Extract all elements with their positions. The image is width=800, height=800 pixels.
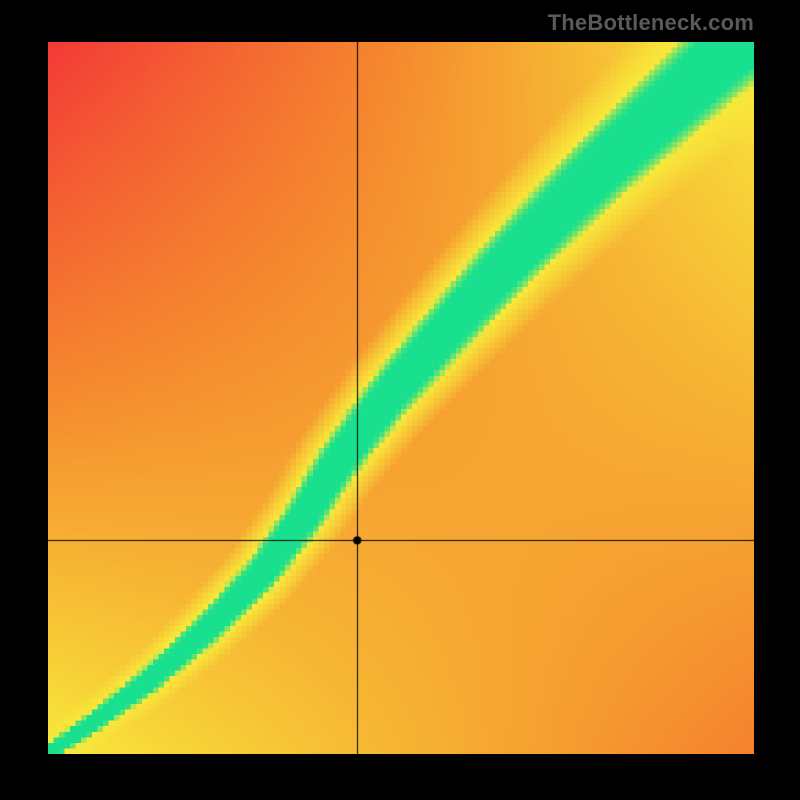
chart-container: TheBottleneck.com [0,0,800,800]
bottleneck-heatmap [48,42,754,754]
watermark-text: TheBottleneck.com [548,10,754,36]
